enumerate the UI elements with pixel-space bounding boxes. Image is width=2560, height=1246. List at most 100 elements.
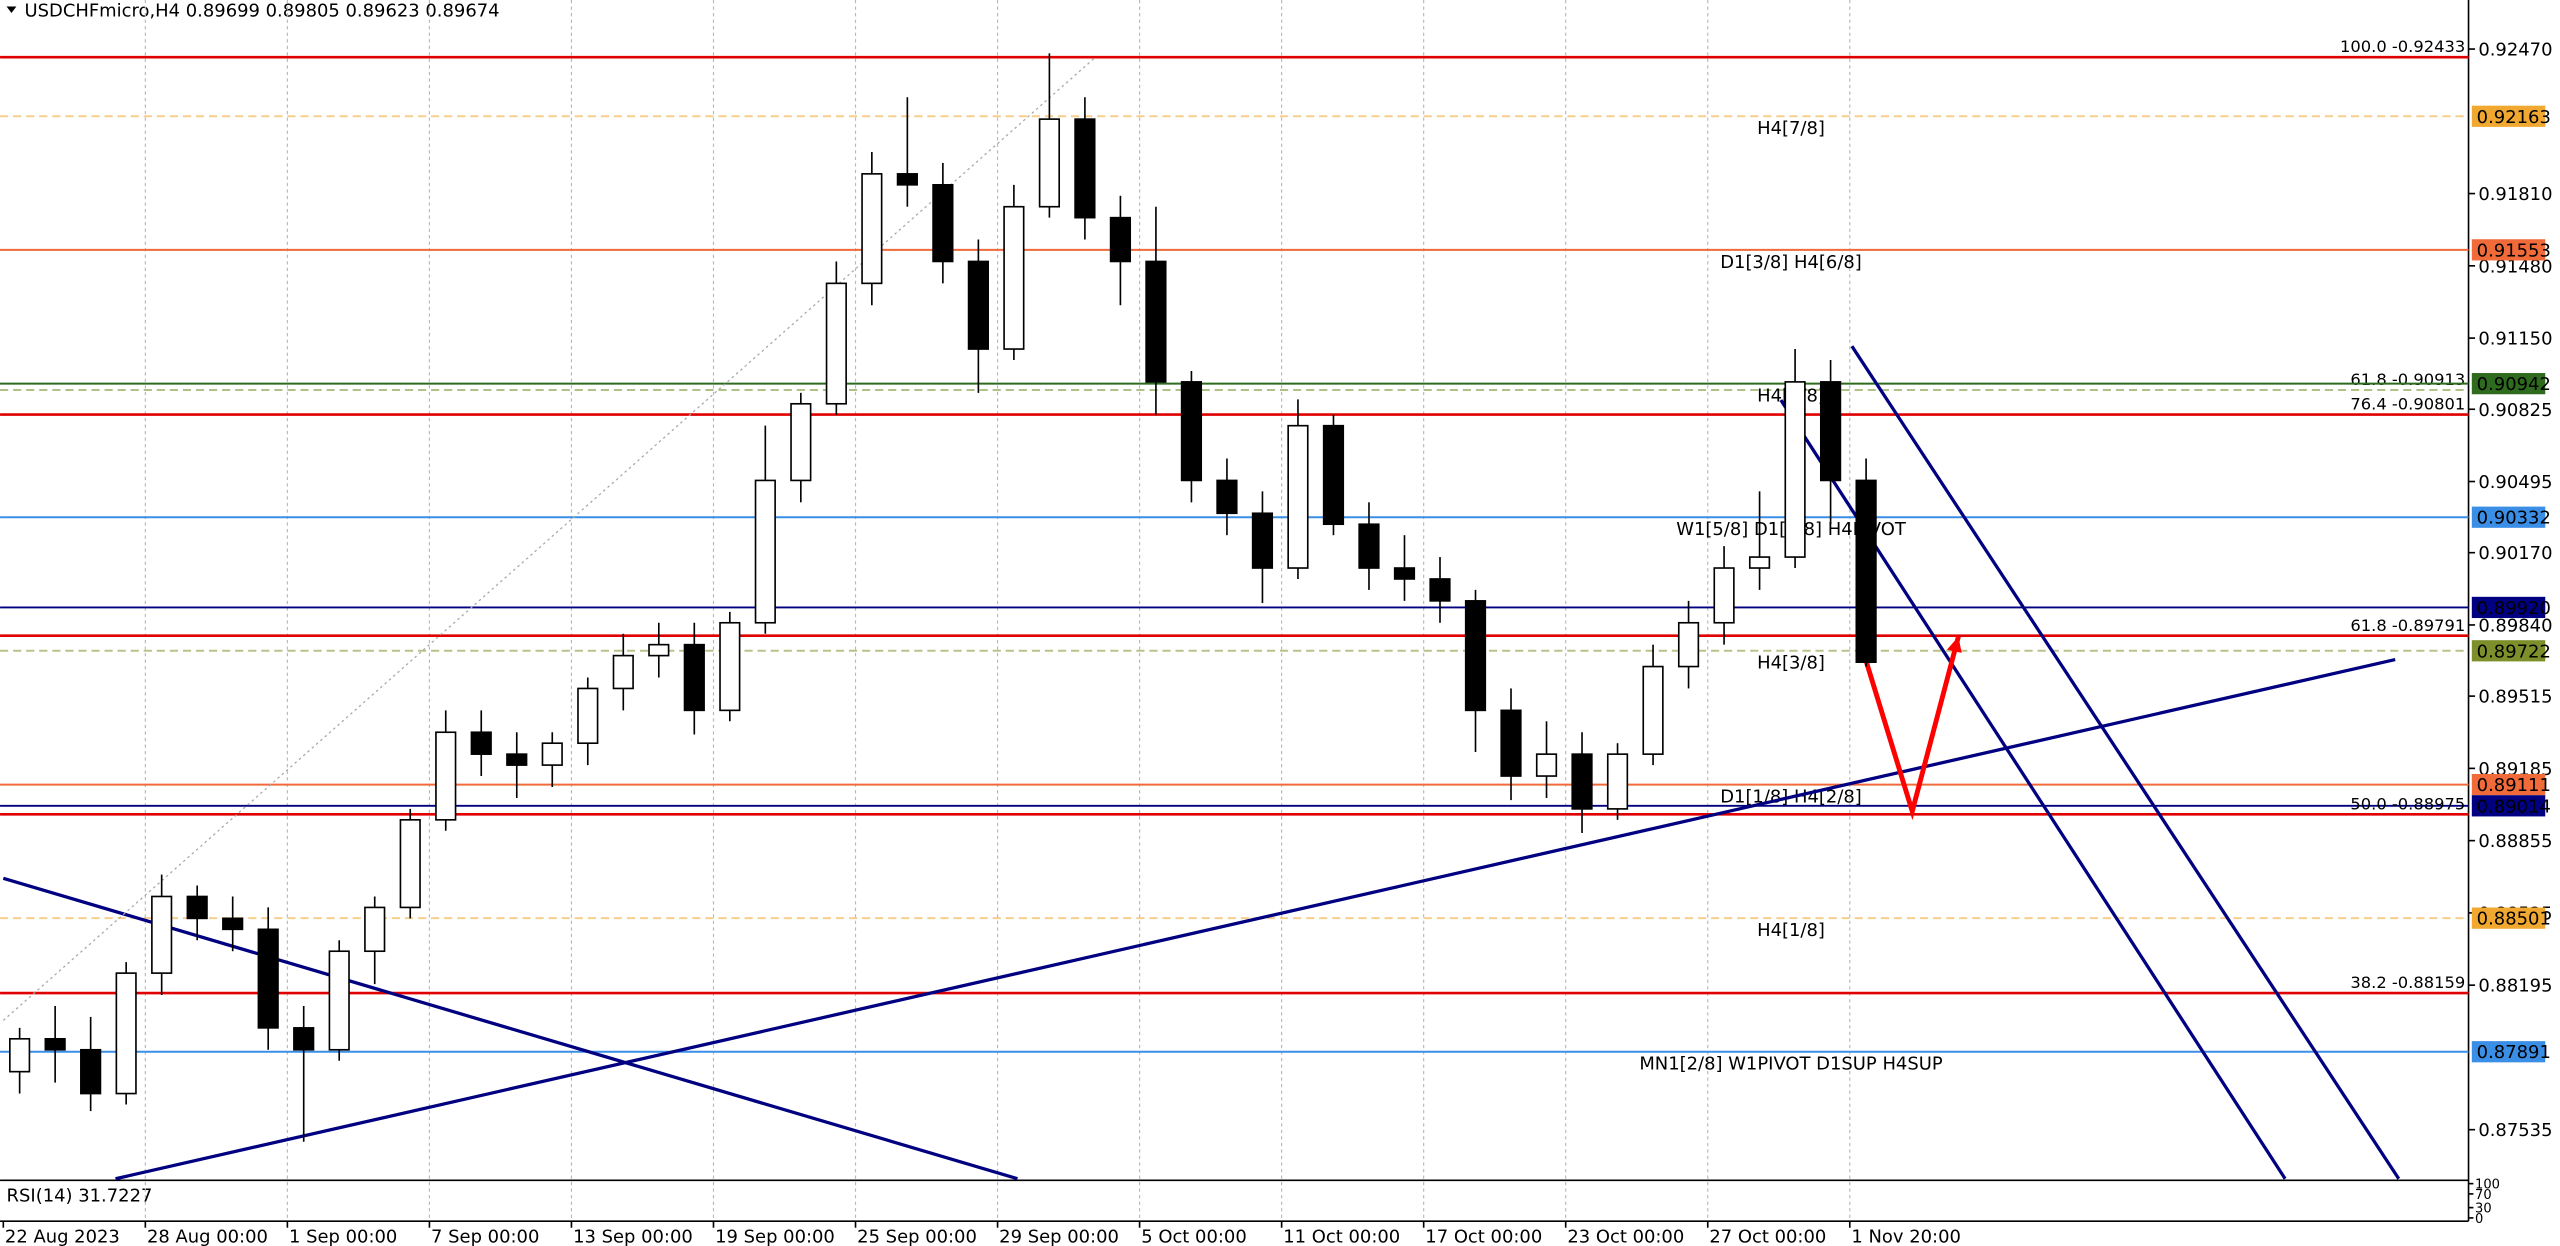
candle-body (364, 906, 386, 953)
price-box-label: 0.87891 (2477, 1042, 2551, 1063)
y-tick-label: 0.89515 (2478, 687, 2552, 708)
x-tick-label: 5 Oct 00:00 (1141, 1226, 1247, 1246)
candle-body (1038, 118, 1061, 208)
candle-body (896, 173, 918, 186)
x-tick-label: 23 Oct 00:00 (1567, 1226, 1684, 1246)
candle-body (399, 819, 421, 909)
rsi-label: RSI(14) 31.7227 (7, 1186, 153, 1207)
price-box (2471, 795, 2546, 817)
candle-body (825, 282, 847, 405)
candle-body (257, 928, 279, 1029)
candle-body (44, 1037, 66, 1051)
candle-body (293, 1027, 315, 1051)
price-box (2471, 1041, 2546, 1063)
candle-body (1464, 600, 1487, 712)
level-label: D1[3/8] H4[6/8] (1720, 252, 1862, 273)
candle-body (1500, 709, 1522, 777)
candle-body (506, 753, 528, 766)
candle-body (1180, 381, 1203, 482)
x-tick-label: 13 Sep 00:00 (573, 1226, 693, 1246)
price-box (2471, 640, 2546, 662)
x-tick-label: 1 Sep 00:00 (289, 1226, 397, 1246)
y-tick-label: 0.91810 (2478, 184, 2552, 205)
price-box-label: 0.89920 (2477, 598, 2551, 619)
level-label: 76.4 -0.90801 (2350, 395, 2465, 414)
price-box-label: 0.90332 (2477, 508, 2551, 529)
x-tick-label: 27 Oct 00:00 (1709, 1226, 1826, 1246)
candle-body (328, 950, 350, 1051)
candle-body (967, 260, 989, 350)
candle-body (790, 402, 812, 482)
candle-body (1216, 479, 1238, 515)
x-tick-label: 19 Sep 00:00 (715, 1226, 835, 1246)
price-box (2471, 907, 2546, 929)
y-tick-label: 0.90495 (2478, 472, 2552, 493)
candle-body (1109, 216, 1132, 263)
rsi-tick-label: 70 (2475, 1188, 2492, 1203)
y-tick-label: 0.88195 (2478, 976, 2552, 997)
level-label: 38.2 -0.88159 (2350, 973, 2465, 992)
candle-body (470, 731, 492, 755)
candle-body (1784, 381, 1806, 558)
rsi-tick-label: 100 (2475, 1178, 2500, 1193)
y-tick-label: 0.90170 (2478, 543, 2552, 564)
x-tick-label: 22 Aug 2023 (5, 1226, 120, 1246)
candle-body (1855, 479, 1877, 663)
trendline (1850, 345, 2401, 1180)
candle-body (648, 643, 670, 657)
candle-body (1748, 556, 1771, 569)
price-box (2471, 239, 2546, 261)
y-tick-label: 0.90825 (2478, 400, 2552, 421)
candle-body (1322, 424, 1345, 526)
candle-body (719, 621, 741, 712)
y-tick-label: 0.92470 (2478, 40, 2552, 61)
x-tick-label: 29 Sep 00:00 (999, 1226, 1119, 1246)
price-box (2471, 596, 2546, 619)
x-tick-label: 25 Sep 00:00 (857, 1226, 977, 1246)
price-box (2471, 373, 2546, 395)
x-tick-label: 17 Oct 00:00 (1425, 1226, 1542, 1246)
candle-body (1677, 621, 1700, 668)
candle-body (1003, 205, 1025, 350)
candle-body (541, 742, 563, 766)
y-tick-label: 0.91480 (2478, 256, 2552, 277)
level-label: 50.0 -0.88975 (2350, 794, 2465, 813)
price-box-label: 0.89722 (2477, 641, 2551, 662)
x-tick-label: 11 Oct 00:00 (1283, 1226, 1400, 1246)
candle-body (1429, 578, 1451, 602)
price-box-label: 0.92163 (2477, 107, 2551, 128)
candle-body (612, 654, 634, 690)
candle-body (186, 895, 208, 920)
candle-body (861, 173, 883, 285)
candle-body (754, 479, 776, 624)
candle-body (1145, 260, 1167, 383)
level-label: 61.8 -0.90913 (2350, 370, 2465, 389)
trendline (115, 657, 2396, 1181)
level-label: MN1[2/8] W1PIVOT D1SUP H4SUP (1639, 1054, 1943, 1075)
x-tick-label: 1 Nov 20:00 (1851, 1226, 1961, 1246)
trendline (2, 56, 1096, 1021)
candle-body (932, 183, 954, 263)
price-box (2471, 105, 2546, 127)
candle-body (683, 643, 705, 712)
price-box-label: 0.88501 (2477, 909, 2551, 930)
candle-body (1287, 424, 1309, 569)
x-tick-label: 7 Sep 00:00 (431, 1226, 539, 1246)
candle-body (1251, 512, 1274, 569)
x-tick-label: 28 Aug 00:00 (147, 1226, 268, 1246)
y-tick-label: 0.91150 (2478, 329, 2552, 350)
level-label: H4[3/8] (1757, 653, 1825, 674)
candle-body (1819, 381, 1842, 482)
candle-body (80, 1048, 102, 1095)
candle-body (115, 972, 137, 1095)
menu-triangle[interactable] (6, 6, 17, 14)
candle-body (151, 895, 173, 974)
candle-body (1074, 118, 1096, 219)
y-tick-label: 0.87535 (2478, 1120, 2552, 1141)
candle-body (222, 917, 244, 931)
level-label: 61.8 -0.89791 (2350, 616, 2465, 635)
candle-body (1358, 523, 1380, 569)
